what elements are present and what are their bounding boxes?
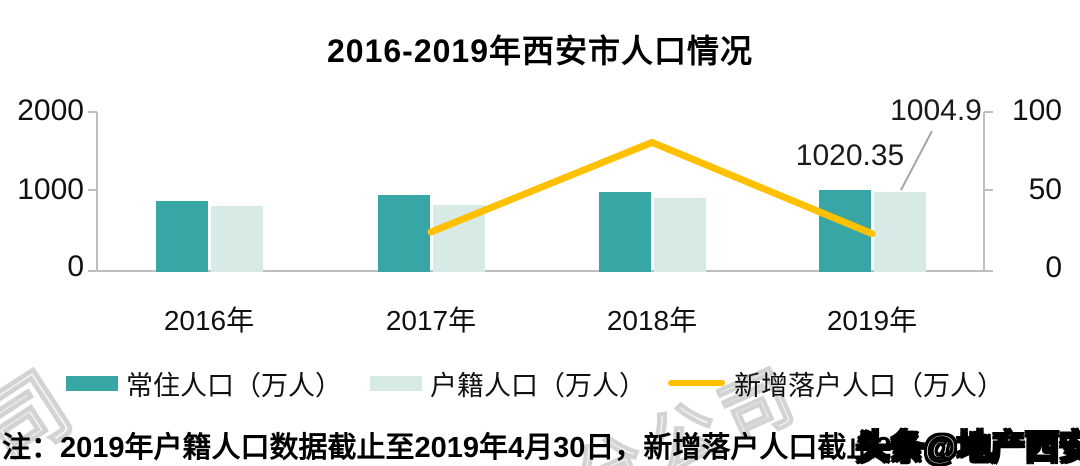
registered-bar-1: [432, 205, 485, 272]
legend-item-new-settlers: 新增落户人口（万人）: [668, 366, 1004, 401]
legend-item-resident: 常住人口（万人）: [66, 366, 342, 401]
left-axis-tick-0: 0: [67, 250, 84, 283]
x-axis-label-2016: 2016年: [163, 305, 255, 336]
resident-bar-0: [155, 201, 208, 272]
x-axis-label-2017: 2017年: [385, 305, 477, 336]
legend-label-resident: 常住人口（万人）: [126, 370, 342, 401]
resident-bar-2: [598, 192, 651, 272]
right-axis-tick-0: 0: [1045, 251, 1062, 284]
registered-bar-3: [873, 191, 926, 272]
legend-label-registered: 户籍人口（万人）: [430, 370, 646, 401]
chart-title: 2016-2019年西安市人口情况: [326, 33, 754, 69]
left-axis-tick-1000: 1000: [17, 173, 84, 206]
legend-label-new-settlers: 新增落户人口（万人）: [734, 370, 1004, 401]
watermark-overlay: 头条@地产西安: [855, 428, 1080, 466]
left-axis-line: [96, 112, 98, 272]
right-axis-line: [983, 112, 985, 272]
registered-bar-0: [210, 206, 263, 272]
legend-item-registered: 户籍人口（万人）: [370, 366, 646, 401]
data-label-registered-2019: 1004.9: [890, 94, 982, 127]
x-axis-label-2018: 2018年: [606, 305, 698, 336]
legend-swatch-resident: [66, 375, 118, 391]
resident-bar-3: [818, 190, 871, 272]
data-label-resident-2019: 1020.35: [795, 139, 905, 172]
left-tick-mark-1000: [88, 189, 97, 191]
registered-bar-2: [653, 198, 706, 272]
footnote: 注：2019年户籍人口数据截止至2019年4月30日，新增落户人口截止2: [2, 432, 892, 464]
x-axis-baseline: [88, 270, 993, 272]
resident-bar-1: [377, 195, 430, 272]
legend-swatch-new-settlers: [668, 380, 725, 386]
x-axis-label-2019: 2019年: [826, 305, 918, 336]
legend-swatch-registered: [370, 375, 422, 391]
right-tick-mark-50: [984, 189, 993, 191]
left-axis-tick-2000: 2000: [17, 94, 84, 127]
right-tick-mark-100: [984, 111, 993, 113]
right-axis-tick-100: 100: [1011, 94, 1062, 127]
left-tick-mark-2000: [88, 111, 97, 113]
right-axis-tick-50: 50: [1028, 173, 1062, 206]
